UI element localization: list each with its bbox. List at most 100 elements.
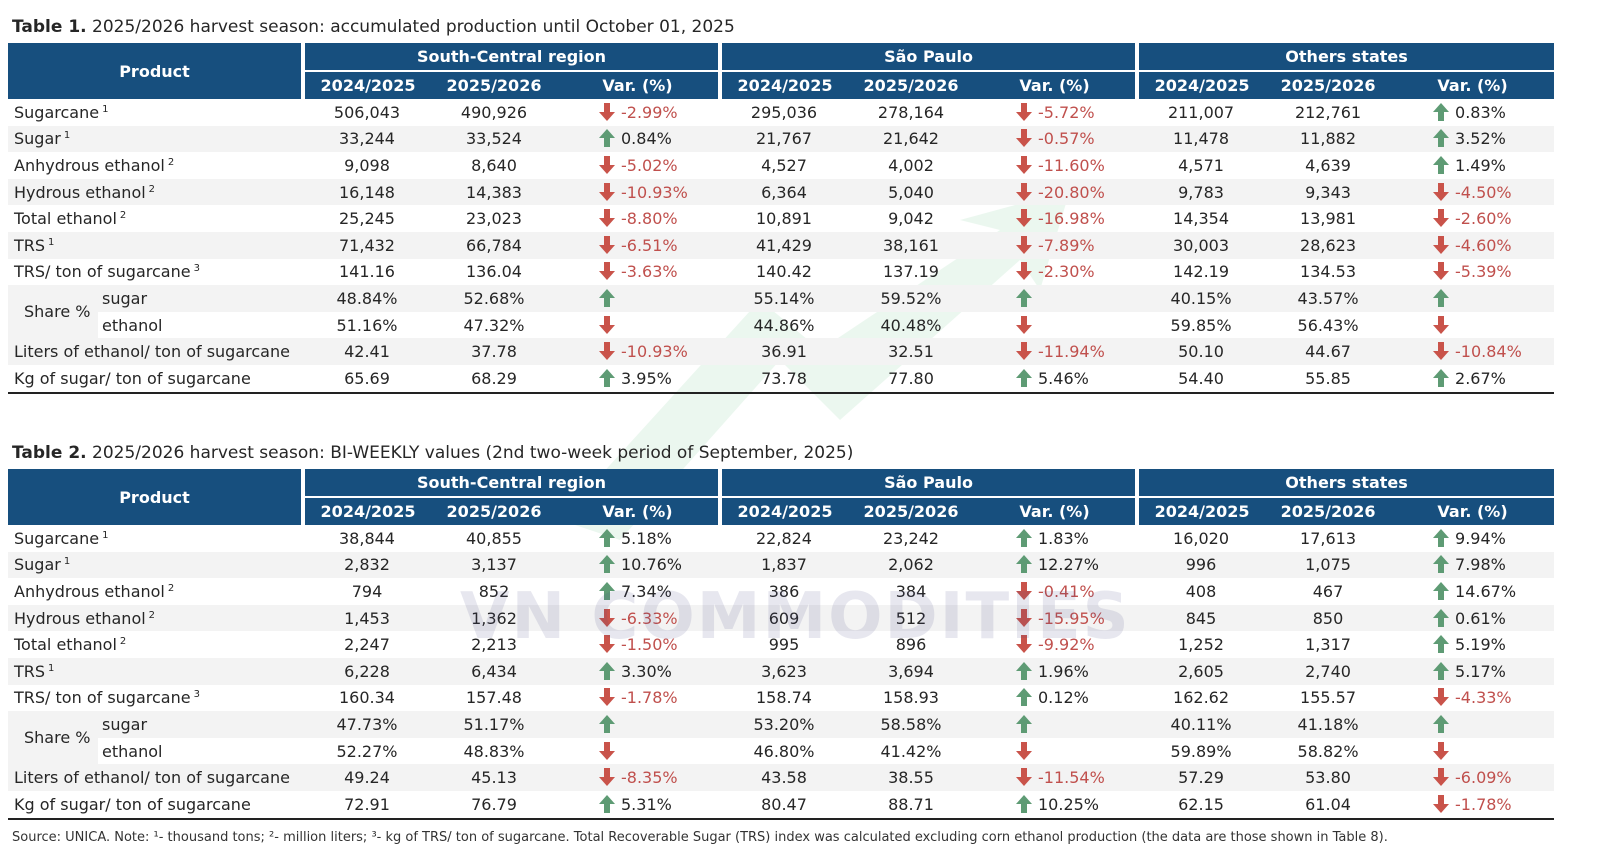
row-label-text: Hydrous ethanol — [14, 608, 146, 628]
group-header: South-Central region — [301, 43, 720, 72]
var-cell: 7.34% — [557, 578, 720, 605]
value-cell: 852 — [478, 581, 510, 601]
trend-arrow-down — [1016, 262, 1032, 281]
var-value: 10.25% — [1038, 794, 1100, 814]
share-label: Share % — [8, 285, 98, 339]
var-cell: 2.67% — [1391, 364, 1555, 394]
var-cell: 10.25% — [974, 790, 1138, 820]
var-value: -6.51% — [621, 235, 678, 255]
value-cell: 512 — [848, 604, 974, 632]
value-cell: 1,453 — [303, 604, 431, 632]
var-cell: 1.83% — [974, 525, 1137, 552]
var-value: 9.94% — [1455, 528, 1506, 548]
var-value: 0.61% — [1455, 608, 1506, 628]
footnote-ref: 2 — [167, 582, 175, 594]
data-row: Sugar 1 33,244 33,524 0.84% 21,767 21,642 -0.57… — [8, 125, 1555, 153]
row-label-text: Sugar — [14, 129, 61, 149]
data-row: Kg of sugar/ ton of sugarcane 65.69 68.29 3… — [8, 364, 1555, 394]
data-row: Hydrous ethanol 2 16,148 14,383 -10.93% 6,364… — [8, 178, 1555, 206]
row-label-text: Total ethanol — [14, 209, 117, 229]
trend-arrow-up — [1433, 102, 1450, 121]
value-cell: 1,317 — [1305, 635, 1351, 655]
value-cell: 16,020 — [1173, 528, 1230, 548]
trend-arrow-down — [1433, 688, 1450, 707]
var-value: -4.60% — [1455, 235, 1512, 255]
var-cell: -4.60% — [1391, 231, 1555, 259]
column-header: 2024/2025 — [718, 497, 848, 525]
trend-arrow-down — [599, 635, 615, 654]
var-value: 0.12% — [1038, 688, 1089, 708]
var-value: -9.92% — [1038, 635, 1095, 655]
value-cell: 33,524 — [431, 125, 557, 153]
var-cell: -11.94% — [974, 338, 1138, 365]
row-label-text: TRS/ ton of sugarcane — [14, 688, 191, 708]
value-cell: 48.84% — [303, 285, 431, 312]
column-header: Var. (%) — [557, 497, 720, 525]
trend-arrow-down — [1016, 635, 1032, 654]
value-cell: 23,242 — [883, 528, 939, 548]
value-cell: 36.91 — [720, 338, 848, 365]
footnote: Source: UNICA. Note: ¹- thousand tons; ²… — [12, 830, 1388, 845]
value-cell: 43.57% — [1265, 285, 1392, 312]
var-cell — [1391, 285, 1555, 312]
value-cell: 211,007 — [1167, 102, 1235, 122]
row-label-text: TRS — [14, 661, 46, 681]
var-value: 5.19% — [1455, 635, 1506, 655]
data-row: TRS/ ton of sugarcane 3 141.16 136.04 -3.63%… — [8, 259, 1554, 286]
value-cell: 37.78 — [431, 338, 557, 365]
var-value: -0.57% — [1038, 129, 1095, 149]
var-cell: -9.92% — [974, 631, 1137, 658]
footnote-ref: 2 — [119, 636, 127, 648]
var-value: -5.39% — [1455, 262, 1512, 282]
value-cell: 40.15% — [1137, 285, 1266, 312]
value-cell: 6,228 — [303, 657, 431, 685]
footnote-ref: 1 — [63, 130, 71, 142]
var-value: -2.30% — [1038, 262, 1095, 282]
var-cell: -20.80% — [974, 178, 1138, 206]
var-value: 14.67% — [1455, 581, 1517, 601]
value-cell: 40.11% — [1137, 711, 1266, 738]
value-cell: 160.34 — [339, 688, 395, 708]
row-label-text: Liters of ethanol/ ton of sugarcane — [14, 342, 290, 362]
value-cell: 2,832 — [303, 551, 431, 579]
trend-arrow-down — [1016, 102, 1032, 121]
column-header: 2024/2025 — [1135, 497, 1266, 525]
var-cell — [974, 711, 1138, 738]
value-cell: 40,855 — [466, 528, 522, 548]
row-label-text: Kg of sugar/ ton of sugarcane — [14, 794, 251, 814]
header-row: Product South-Central region São Paulo Othe… — [8, 469, 1555, 525]
share-sub-label: sugar — [98, 711, 303, 738]
table: Product South-Central region São Paulo Othe… — [8, 469, 1555, 820]
row-label-text: Hydrous ethanol — [14, 182, 146, 202]
footnote-ref: 1 — [102, 529, 109, 541]
value-cell: 850 — [1265, 604, 1392, 632]
trend-arrow-down — [1016, 315, 1032, 334]
value-cell: 13,981 — [1300, 209, 1357, 229]
row-label: Anhydrous ethanol 2 — [8, 152, 303, 179]
share-label: Share % — [8, 711, 98, 765]
var-cell — [974, 738, 1137, 765]
var-cell: -4.33% — [1391, 685, 1554, 712]
var-value: -11.54% — [1038, 768, 1105, 788]
var-value: 1.83% — [1038, 528, 1089, 548]
value-cell: 9,098 — [344, 155, 390, 175]
data-row: Total ethanol 2 25,245 23,023 -8.80% 10,891 9,… — [8, 205, 1554, 232]
var-cell: -2.60% — [1391, 205, 1554, 232]
value-cell: 88.71 — [848, 790, 974, 820]
header-row: 2024/2025 2025/2026 Var. (%) 2024/2025 2025/… — [8, 71, 1555, 99]
var-value: 10.76% — [621, 555, 683, 575]
value-cell: 2,740 — [1265, 657, 1392, 685]
value-cell: 408 — [1185, 581, 1217, 601]
column-header: 2025/2026 — [848, 71, 974, 99]
var-cell: -8.80% — [557, 205, 720, 232]
var-cell: 3.52% — [1391, 125, 1555, 153]
value-cell: 42.41 — [303, 338, 431, 365]
var-cell — [557, 312, 720, 339]
value-cell: 28,623 — [1265, 231, 1392, 259]
value-cell: 2,213 — [471, 635, 517, 655]
trend-arrow-down — [1016, 608, 1032, 627]
var-cell: -11.60% — [974, 152, 1137, 179]
footnote-ref: 1 — [63, 556, 71, 568]
table-header: Product South-Central region São Paulo Othe… — [8, 43, 1555, 99]
value-cell: 51.17% — [431, 711, 557, 738]
